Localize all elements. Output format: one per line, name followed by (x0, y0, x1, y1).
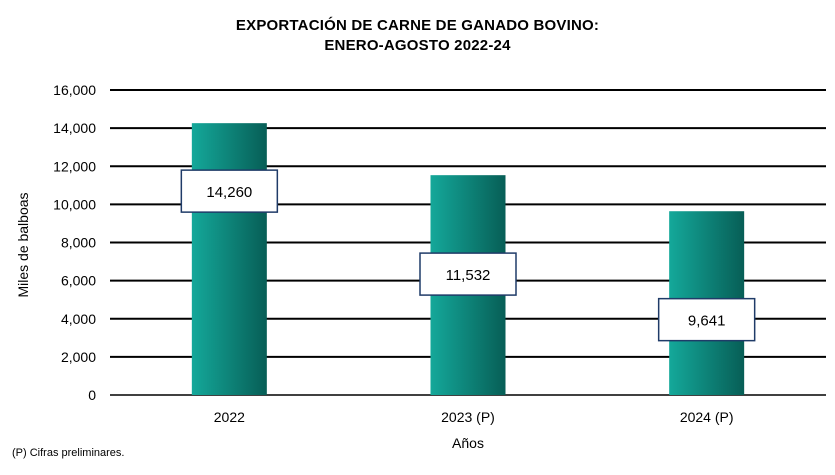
footnote: (P) Cifras preliminares. (12, 447, 125, 459)
bar (191, 123, 267, 395)
chart-subtitle: ENERO-AGOSTO 2022-24 (324, 37, 511, 54)
y-tick-label: 4,000 (61, 311, 96, 327)
y-tick-label: 2,000 (61, 349, 96, 365)
y-axis-title: Miles de balboas (15, 192, 31, 297)
data-label: 11,532 (446, 267, 491, 284)
data-label-box (419, 252, 517, 296)
data-label: 14,260 (206, 184, 252, 201)
data-labels: 14,260 11,532 9,641 (180, 169, 756, 342)
y-tick-label: 16,000 (53, 82, 96, 98)
y-axis-ticks: 0 2,000 4,000 6,000 8,000 10,000 12,000 14,000 1… (53, 82, 96, 403)
y-tick-label: 0 (88, 387, 96, 403)
chart-title: EXPORTACIÓN DE CARNE DE GANADO BOVINO: (235, 17, 600, 34)
y-tick-label: 6,000 (61, 273, 96, 289)
x-tick-label: 2022 (214, 409, 245, 425)
data-label-box (180, 169, 279, 213)
data-label-box (657, 297, 756, 342)
bars (191, 123, 745, 395)
x-axis-ticks: 2022 2023 (P) 2024 (P) (214, 409, 734, 425)
y-tick-label: 12,000 (53, 158, 96, 174)
y-tick-label: 10,000 (53, 196, 96, 212)
y-tick-label: 14,000 (53, 120, 96, 136)
x-tick-label: 2023 (P) (441, 409, 495, 425)
x-axis-title: Años (452, 435, 484, 451)
x-tick-label: 2024 (P) (680, 409, 734, 425)
data-label: 9,641 (688, 313, 726, 330)
y-tick-label: 8,000 (61, 235, 96, 251)
